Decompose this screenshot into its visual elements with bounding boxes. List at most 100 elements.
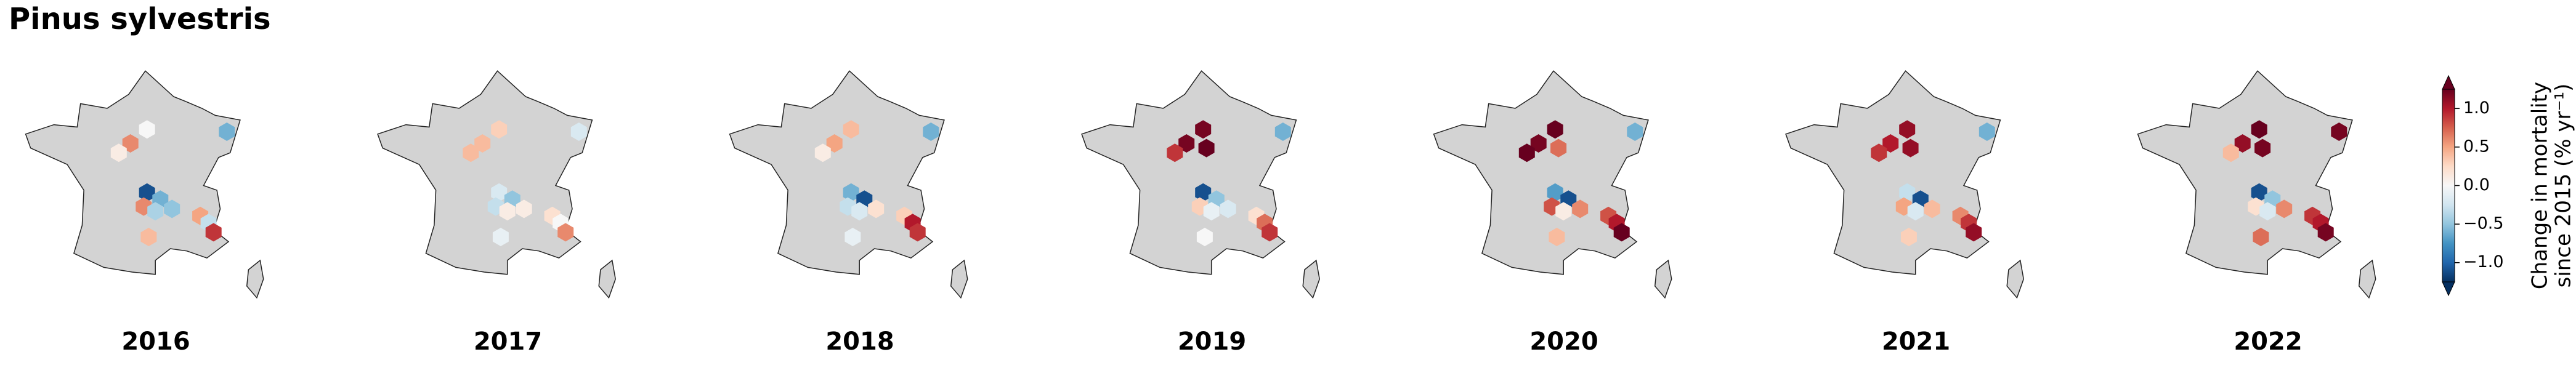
hex-cell bbox=[844, 228, 861, 246]
hex-cell bbox=[2253, 228, 2269, 246]
hex-cell bbox=[1572, 199, 1589, 219]
land bbox=[729, 70, 945, 275]
hex-cell bbox=[110, 143, 127, 162]
map-panel bbox=[1433, 70, 1672, 299]
hex-cell bbox=[491, 183, 508, 202]
land bbox=[1785, 70, 2001, 275]
colorbar-tick-label: 0.0 bbox=[2463, 175, 2490, 195]
map-panel bbox=[377, 70, 616, 299]
hex-cell bbox=[1924, 199, 1940, 219]
hex-cell bbox=[557, 223, 574, 242]
hex-cell bbox=[2259, 202, 2276, 221]
colorbar-tick-label: 0.5 bbox=[2463, 137, 2490, 156]
hex-cell bbox=[219, 122, 235, 141]
hex-cell bbox=[570, 122, 587, 141]
hex-cell bbox=[140, 228, 157, 246]
hex-cell bbox=[1613, 223, 1630, 242]
hex-cell bbox=[868, 199, 885, 219]
hex-cell bbox=[147, 202, 164, 221]
hex-cell bbox=[1907, 202, 1924, 221]
hex-cell bbox=[909, 223, 926, 242]
year-label: 2021 bbox=[1882, 327, 1950, 356]
colorbar-extend-top bbox=[2442, 74, 2455, 90]
hex-cell bbox=[1899, 120, 1916, 139]
hex-cell bbox=[1167, 143, 1183, 162]
hex-cell bbox=[1900, 228, 1917, 246]
hex-cell bbox=[1274, 122, 1291, 141]
hex-cell bbox=[139, 183, 155, 202]
land bbox=[1433, 70, 1649, 275]
year-label: 2020 bbox=[1529, 327, 1598, 356]
map-panel bbox=[25, 70, 264, 299]
hex-cell bbox=[843, 120, 859, 139]
land bbox=[25, 70, 241, 275]
hex-cell bbox=[1198, 138, 1215, 158]
hex-cell bbox=[2254, 138, 2271, 158]
year-label: 2017 bbox=[474, 327, 542, 356]
hex-cell bbox=[1196, 228, 1213, 246]
hex-cell bbox=[923, 122, 939, 141]
colorbar-label: since 2015 (% yr⁻¹) bbox=[2551, 84, 2576, 288]
figure-title: Pinus sylvestris bbox=[9, 2, 271, 36]
hex-cell bbox=[2276, 199, 2293, 219]
hex-cell bbox=[164, 199, 180, 219]
hex-cell bbox=[1547, 183, 1563, 202]
hex-cell bbox=[1220, 199, 1236, 219]
hex-cell bbox=[139, 120, 155, 139]
hex-cell bbox=[1555, 202, 1572, 221]
land bbox=[2006, 259, 2024, 299]
year-label: 2019 bbox=[1178, 327, 1246, 356]
land bbox=[950, 259, 968, 299]
land bbox=[377, 70, 593, 275]
hex-cell bbox=[1627, 122, 1643, 141]
year-label: 2018 bbox=[825, 327, 894, 356]
hex-cell bbox=[851, 202, 868, 221]
land bbox=[246, 259, 264, 299]
map-panel bbox=[729, 70, 968, 299]
hex-cell bbox=[1518, 143, 1535, 162]
hex-cell bbox=[492, 228, 509, 246]
hex-cell bbox=[1899, 183, 1916, 202]
hex-cell bbox=[1549, 228, 1565, 246]
hex-cell bbox=[499, 202, 516, 221]
hex-cell bbox=[1195, 120, 1212, 139]
hex-cell bbox=[491, 120, 508, 139]
year-label: 2022 bbox=[2234, 327, 2302, 356]
land bbox=[2137, 70, 2353, 275]
hex-cell bbox=[2331, 122, 2347, 141]
land bbox=[1654, 259, 1672, 299]
colorbar-label: Change in mortality bbox=[2528, 82, 2553, 289]
hex-cell bbox=[843, 183, 859, 202]
colorbar-tick-label: 1.0 bbox=[2463, 98, 2490, 118]
land bbox=[1081, 70, 1297, 275]
hex-cell bbox=[205, 223, 222, 242]
hex-cell bbox=[1979, 122, 1995, 141]
hex-cell bbox=[2222, 143, 2239, 162]
hex-cell bbox=[1262, 223, 1278, 242]
year-label: 2016 bbox=[121, 327, 190, 356]
hex-cell bbox=[1902, 138, 1919, 158]
hex-cell bbox=[1195, 183, 1212, 202]
land bbox=[2358, 259, 2376, 299]
hex-cell bbox=[516, 199, 532, 219]
hex-cell bbox=[1966, 223, 1982, 242]
hex-cell bbox=[2251, 183, 2267, 202]
land bbox=[1302, 259, 1320, 299]
colorbar bbox=[2442, 89, 2455, 283]
hex-cell bbox=[1550, 138, 1567, 158]
hex-cell bbox=[463, 143, 479, 162]
colorbar-tick-label: −0.5 bbox=[2463, 214, 2504, 233]
hex-cell bbox=[1871, 143, 1887, 162]
colorbar-extend-bottom bbox=[2442, 281, 2455, 297]
land bbox=[598, 259, 616, 299]
hex-cell bbox=[1203, 202, 1220, 221]
colorbar-tick-label: −1.0 bbox=[2463, 252, 2504, 271]
hex-cell bbox=[1547, 120, 1563, 139]
hex-cell bbox=[814, 143, 831, 162]
hex-cell bbox=[2317, 223, 2334, 242]
map-panel bbox=[1081, 70, 1320, 299]
map-panel bbox=[1785, 70, 2024, 299]
map-panel bbox=[2137, 70, 2376, 299]
hex-cell bbox=[2251, 120, 2267, 139]
